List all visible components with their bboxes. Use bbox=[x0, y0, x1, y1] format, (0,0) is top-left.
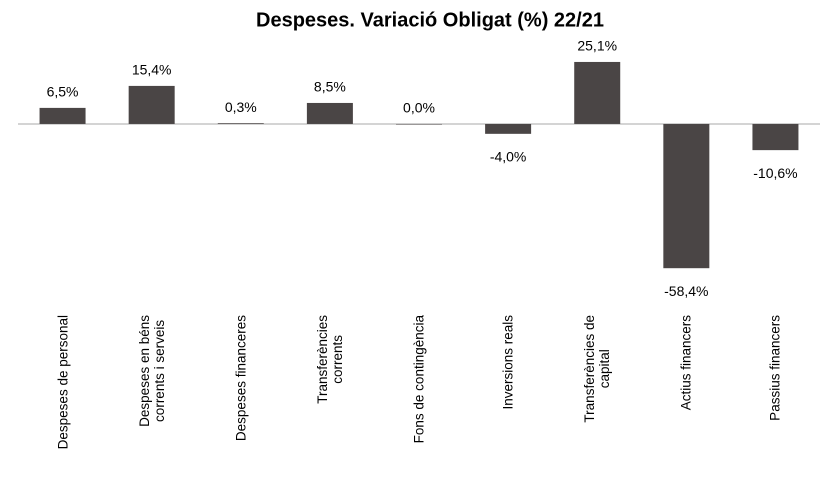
x-tick-label: Despeses en béns corrents i serveis bbox=[136, 315, 167, 427]
x-tick-label: Fons de contingència bbox=[411, 315, 427, 444]
data-label: 0,0% bbox=[403, 100, 435, 116]
x-tick-label: Despeses de personal bbox=[55, 315, 71, 450]
data-label: -4,0% bbox=[490, 149, 527, 165]
bar bbox=[396, 123, 442, 125]
x-tick-label: Transferències corrents bbox=[314, 315, 345, 404]
data-label: 25,1% bbox=[577, 38, 617, 54]
bar bbox=[306, 102, 353, 124]
data-label: -58,4% bbox=[664, 283, 708, 299]
bar bbox=[485, 123, 532, 134]
x-tick-label: Inversions reals bbox=[500, 315, 516, 410]
bar bbox=[663, 123, 710, 269]
bar bbox=[217, 123, 264, 124]
data-label: 8,5% bbox=[314, 79, 346, 95]
x-tick-label: Despeses financeres bbox=[233, 315, 249, 442]
bar bbox=[752, 123, 799, 151]
x-tick-label: Actius financers bbox=[678, 315, 694, 411]
data-label: -10,6% bbox=[753, 165, 797, 181]
data-label: 15,4% bbox=[132, 62, 172, 78]
data-label: 6,5% bbox=[47, 84, 79, 100]
data-label: 0,3% bbox=[225, 99, 257, 115]
chart-title: Despeses. Variació Obligat (%) 22/21 bbox=[256, 9, 604, 31]
bar bbox=[39, 107, 86, 124]
x-tick-label: Passius financers bbox=[767, 315, 783, 421]
bar bbox=[574, 61, 621, 124]
x-tick-label: Transferències de capital bbox=[582, 315, 613, 423]
bar bbox=[128, 85, 175, 124]
